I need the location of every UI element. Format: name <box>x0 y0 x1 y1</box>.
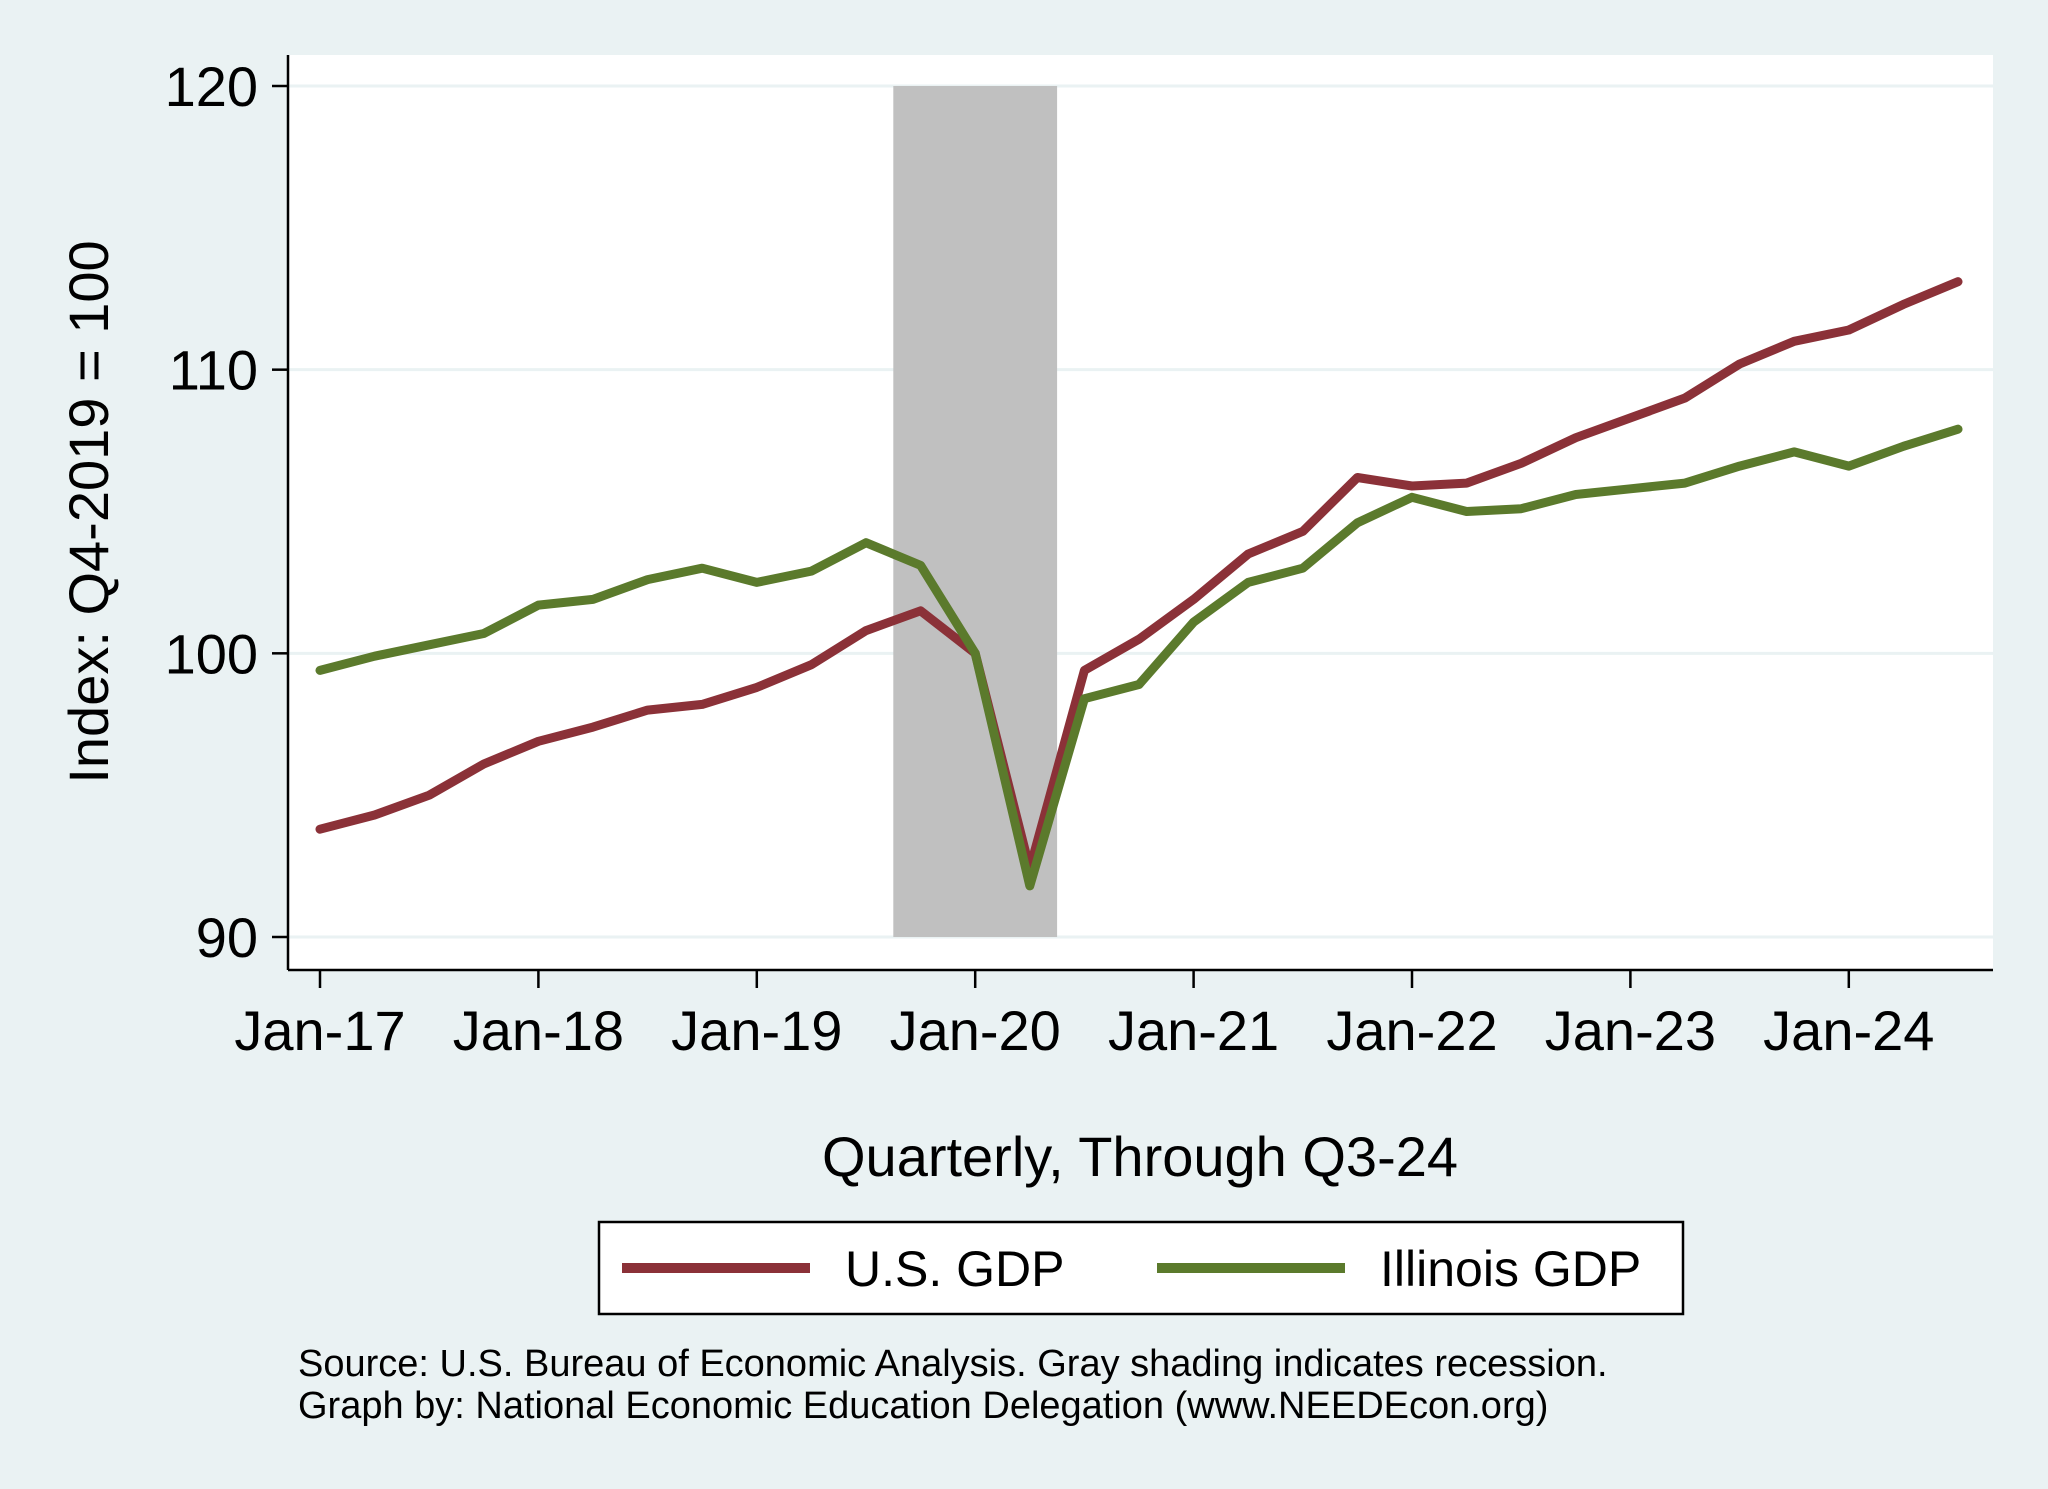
y-tick-label: 100 <box>165 622 258 685</box>
x-tick-label: Jan-18 <box>453 999 624 1062</box>
series-lines <box>315 277 1963 891</box>
recession-band <box>893 86 1058 937</box>
legend-label-illinois-gdp: Illinois GDP <box>1380 1241 1641 1297</box>
gridlines <box>288 84 1993 939</box>
y-axis-ticks: 90 100 110 120 <box>165 55 288 969</box>
x-tick-label: Jan-20 <box>890 999 1061 1062</box>
legend-label-us-gdp: U.S. GDP <box>845 1241 1064 1297</box>
source-note: Source: U.S. Bureau of Economic Analysis… <box>298 1343 1608 1385</box>
y-tick-label: 120 <box>165 55 258 118</box>
recession-shading <box>893 86 1058 937</box>
x-tick-label: Jan-21 <box>1108 999 1279 1062</box>
plot-area <box>288 55 1993 970</box>
legend: U.S. GDP Illinois GDP <box>597 1220 1685 1316</box>
x-axis-title: Quarterly, Through Q3-24 <box>822 1125 1458 1188</box>
y-tick-label: 90 <box>196 906 258 969</box>
x-tick-label: Jan-22 <box>1326 999 1497 1062</box>
series-line-u-s-gdp <box>315 277 1963 874</box>
y-axis-title: Index: Q4-2019 = 100 <box>57 240 120 783</box>
series-line-illinois-gdp <box>315 424 1963 891</box>
y-tick-label: 110 <box>169 339 258 402</box>
credit-note: Graph by: National Economic Education De… <box>298 1385 1548 1427</box>
x-tick-label: Jan-17 <box>234 999 405 1062</box>
x-tick-label: Jan-19 <box>671 999 842 1062</box>
x-axis-ticks: Jan-17 Jan-18 Jan-19 Jan-20 Jan-21 Jan-22 Jan-… <box>234 970 1934 1062</box>
x-tick-label: Jan-23 <box>1545 999 1716 1062</box>
x-tick-label: Jan-24 <box>1763 999 1934 1062</box>
